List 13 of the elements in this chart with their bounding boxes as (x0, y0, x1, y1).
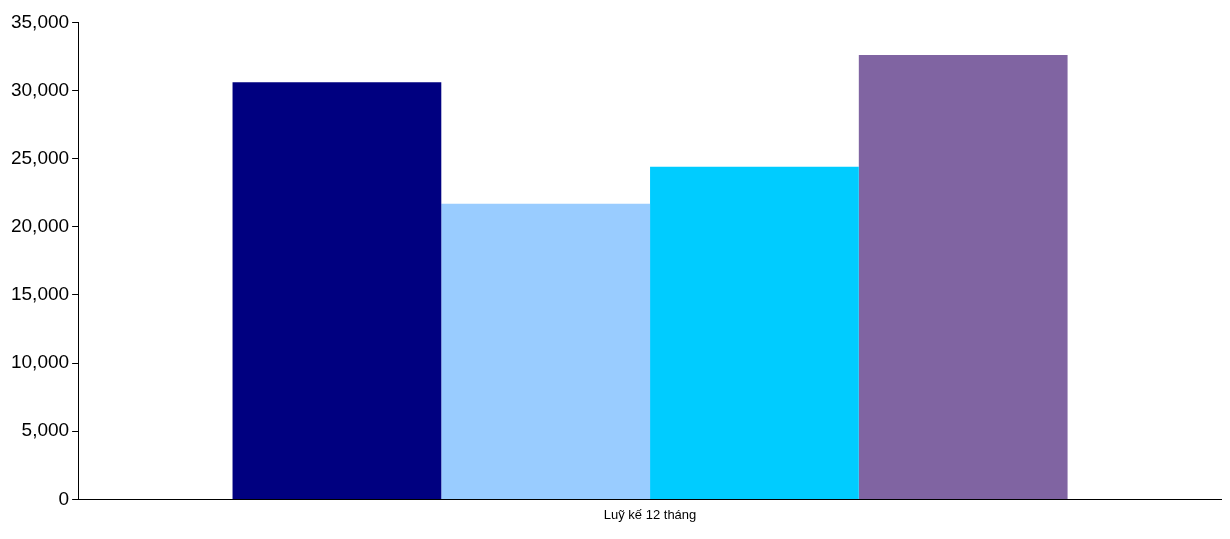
y-tick-label: 25,000 (10, 146, 70, 168)
y-tick-label: 5,000 (21, 419, 70, 441)
y-tick-label: 15,000 (10, 283, 70, 305)
bar (858, 55, 1068, 499)
y-tick-label: 10,000 (10, 351, 70, 373)
bar (441, 203, 651, 499)
y-tick-label: 0 (58, 487, 70, 509)
bar (232, 82, 442, 499)
y-tick-label: 30,000 (10, 78, 70, 100)
bar (650, 166, 859, 499)
x-tick-label: Luỹ kế 12 tháng (603, 506, 697, 522)
y-tick-label: 20,000 (10, 215, 70, 237)
y-tick-label: 35,000 (10, 10, 70, 32)
